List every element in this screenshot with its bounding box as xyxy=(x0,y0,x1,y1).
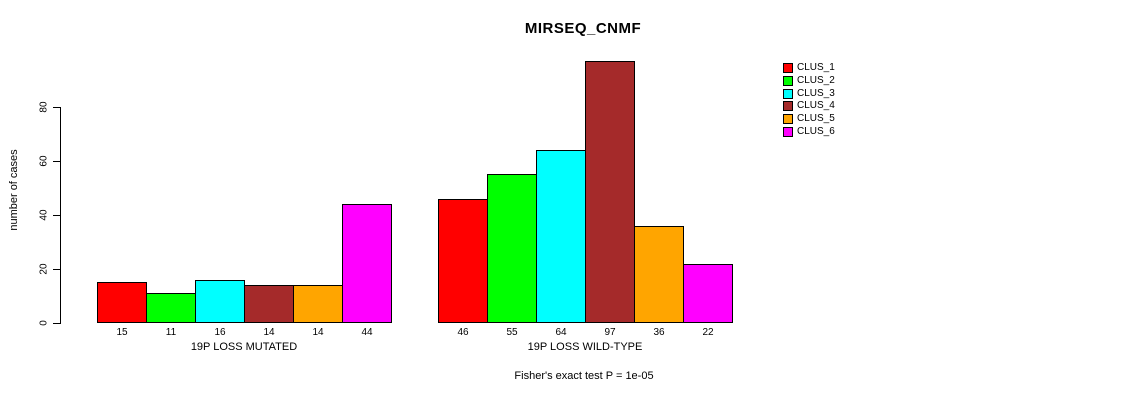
bar-clus_3 xyxy=(195,280,245,323)
y-axis-label: number of cases xyxy=(8,149,20,231)
bar-value-label: 64 xyxy=(555,327,567,338)
bar-clus_2 xyxy=(146,293,196,323)
x-category-label: 19P LOSS MUTATED xyxy=(190,341,298,353)
legend-swatch-clus_1 xyxy=(783,63,793,73)
y-tick-mark xyxy=(53,107,60,108)
bar-clus_6 xyxy=(342,204,392,323)
bar-value-label: 16 xyxy=(214,327,226,338)
bar-value-label: 14 xyxy=(312,327,324,338)
legend-label-clus_2: CLUS_2 xyxy=(797,74,835,86)
bar-clus_6 xyxy=(683,264,733,323)
bar-clus_5 xyxy=(293,285,343,323)
y-tick-label: 40 xyxy=(38,209,50,221)
bar-clus_4 xyxy=(244,285,294,323)
legend-label-clus_1: CLUS_1 xyxy=(797,62,835,73)
bar-clus_1 xyxy=(438,199,488,323)
bar-value-label: 22 xyxy=(702,327,714,338)
fisher-test-note: Fisher's exact test P = 1e-05 xyxy=(514,370,654,382)
x-category-label: 19P LOSS WILD-TYPE xyxy=(527,341,643,353)
y-tick-label: 60 xyxy=(38,155,50,167)
bar-value-label: 15 xyxy=(116,327,128,338)
y-tick-mark xyxy=(53,215,60,216)
legend-swatch-clus_2 xyxy=(783,75,793,86)
y-tick-label: 0 xyxy=(38,320,50,326)
legend-label-clus_4: CLUS_4 xyxy=(797,100,835,112)
y-tick-mark xyxy=(53,323,60,324)
legend-swatch-clus_5 xyxy=(783,114,793,125)
y-tick-label: 20 xyxy=(38,263,50,275)
bar-value-label: 97 xyxy=(604,327,616,338)
legend-label-clus_3: CLUS_3 xyxy=(797,87,835,99)
chart-title: MIRSEQ_CNMF xyxy=(524,20,642,37)
bar-value-label: 11 xyxy=(165,327,177,338)
bar-clus_3 xyxy=(536,150,586,323)
bar-clus_4 xyxy=(585,61,635,323)
legend-swatch-clus_6 xyxy=(783,127,793,137)
y-tick-mark xyxy=(53,269,60,270)
bar-clus_2 xyxy=(487,174,537,323)
bar-clus_1 xyxy=(97,282,147,323)
legend-label-clus_6: CLUS_6 xyxy=(797,126,835,137)
bar-clus_5 xyxy=(634,226,684,323)
bar-value-label: 46 xyxy=(457,327,469,338)
bar-value-label: 44 xyxy=(361,327,373,338)
bar-value-label: 36 xyxy=(653,327,665,338)
y-tick-mark xyxy=(53,161,60,162)
legend-label-clus_5: CLUS_5 xyxy=(797,113,835,125)
bar-value-label: 14 xyxy=(263,327,275,338)
legend-swatch-clus_4 xyxy=(783,101,793,112)
legend-swatch-clus_3 xyxy=(783,88,793,99)
y-tick-label: 80 xyxy=(38,101,50,113)
bar-value-label: 55 xyxy=(506,327,518,338)
y-axis xyxy=(60,107,61,324)
